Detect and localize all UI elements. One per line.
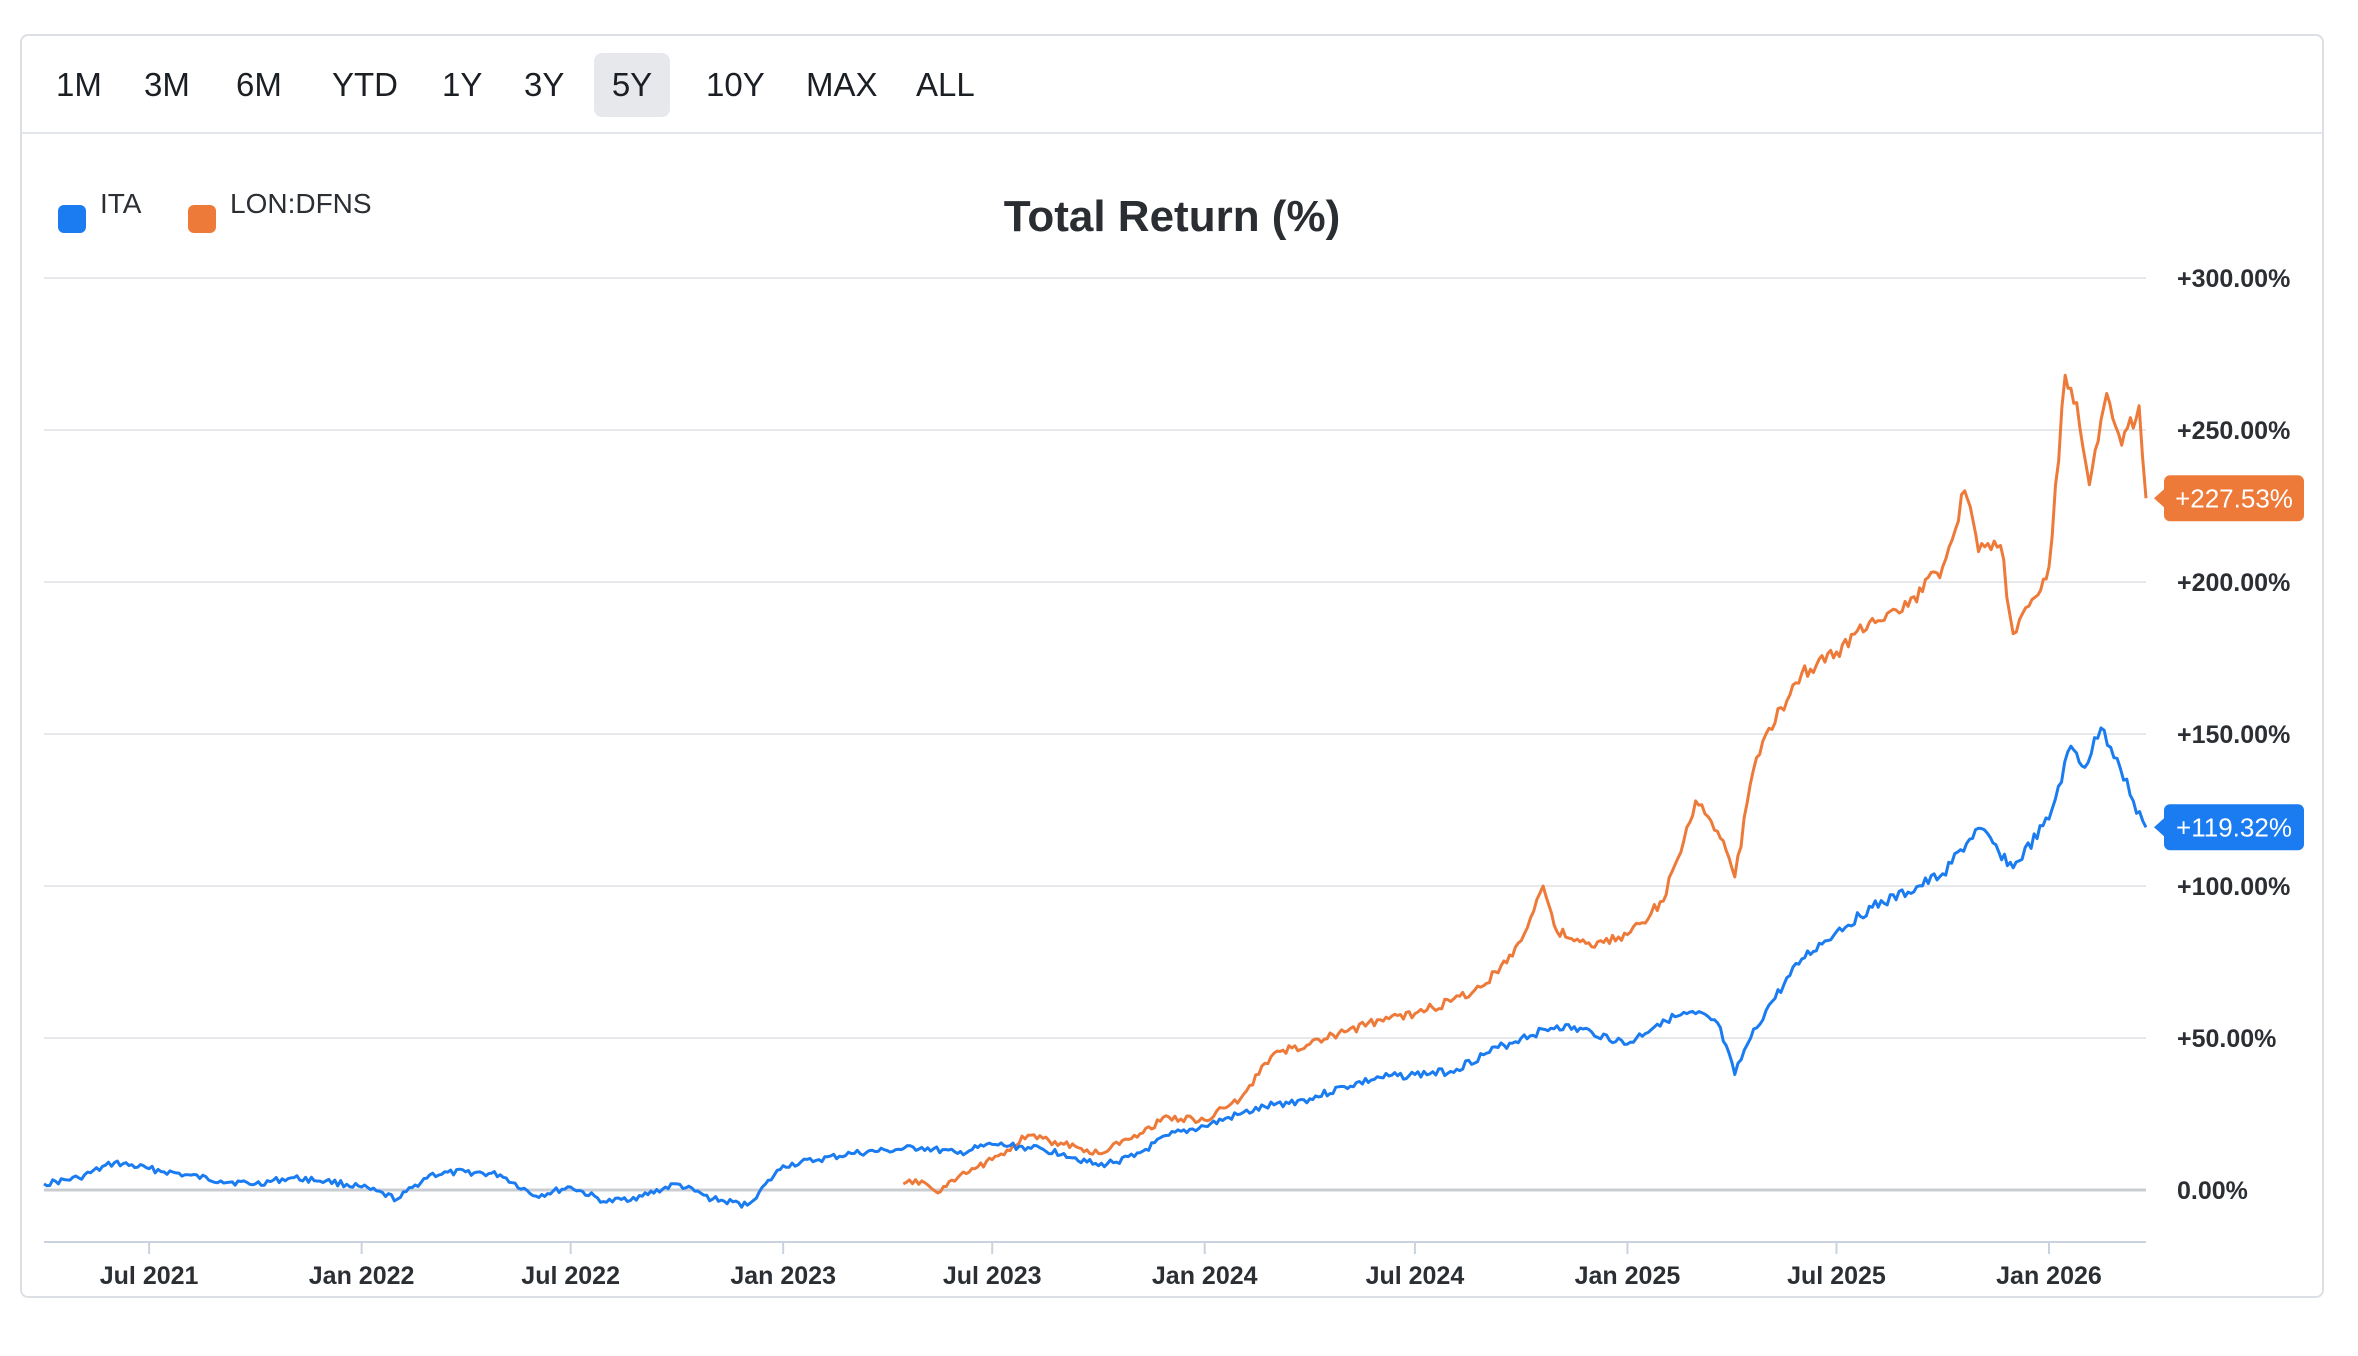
legend-label-dfns[interactable]: LON:DFNS (230, 188, 372, 219)
y-tick-label: +150.00% (2177, 721, 2290, 749)
range-button-6m[interactable]: 6M (236, 66, 282, 103)
legend-swatch-ita (58, 205, 86, 233)
range-button-1m[interactable]: 1M (56, 66, 102, 103)
x-tick-label: Jan 2022 (309, 1262, 415, 1290)
y-tick-label: 0.00% (2177, 1177, 2248, 1205)
x-tick-label: Jul 2021 (100, 1262, 199, 1290)
y-tick-label: +250.00% (2177, 417, 2290, 445)
legend-label-ita[interactable]: ITA (100, 188, 142, 219)
x-tick-label: Jul 2022 (521, 1262, 620, 1290)
y-tick-label: +50.00% (2177, 1025, 2276, 1053)
series-line-ita (43, 726, 2148, 1209)
end-label-badge-dfns (2164, 475, 2304, 522)
range-button-10y[interactable]: 10Y (706, 66, 765, 103)
end-label-pointer (2154, 818, 2164, 837)
range-button-all[interactable]: ALL (916, 66, 975, 103)
range-button-ytd[interactable]: YTD (332, 66, 398, 103)
series-line-dfns (902, 373, 2148, 1195)
y-tick-label: +200.00% (2177, 569, 2290, 597)
x-tick-label: Jul 2025 (1787, 1262, 1886, 1290)
range-button-3m[interactable]: 3M (144, 66, 190, 103)
end-label-ita: +119.32% (2176, 812, 2292, 842)
x-tick-label: Jan 2024 (1152, 1262, 1258, 1290)
x-tick-label: Jan 2026 (1996, 1262, 2102, 1290)
chart-card: 1M 3M 6M YTD 1Y 3Y 5Y 10Y MAX ALL ITA LO… (20, 34, 2324, 1298)
range-button-1y[interactable]: 1Y (442, 66, 483, 103)
x-tick-label: Jan 2025 (1575, 1262, 1681, 1290)
x-tick-label: Jul 2023 (943, 1262, 1042, 1290)
y-tick-label: +100.00% (2177, 873, 2290, 901)
legend-swatch-dfns (188, 205, 216, 233)
end-label-pointer (2154, 489, 2164, 508)
y-tick-label: +300.00% (2177, 265, 2290, 293)
x-tick-label: Jul 2024 (1366, 1262, 1465, 1290)
end-label-dfns: +227.53% (2175, 483, 2293, 513)
end-label-badge-ita (2164, 804, 2304, 851)
x-tick-label: Jan 2023 (730, 1262, 836, 1290)
range-button-max[interactable]: MAX (806, 66, 878, 103)
chart-plot: +300.00% +250.00% +200.00% +150.00% +100.00%… (43, 265, 2304, 1290)
range-button-5y[interactable]: 5Y (594, 53, 670, 117)
range-toolbar: 1M 3M 6M YTD 1Y 3Y 5Y 10Y MAX ALL (22, 36, 2322, 134)
range-button-3y[interactable]: 3Y (524, 66, 565, 103)
chart-title: Total Return (%) (1003, 192, 1341, 241)
